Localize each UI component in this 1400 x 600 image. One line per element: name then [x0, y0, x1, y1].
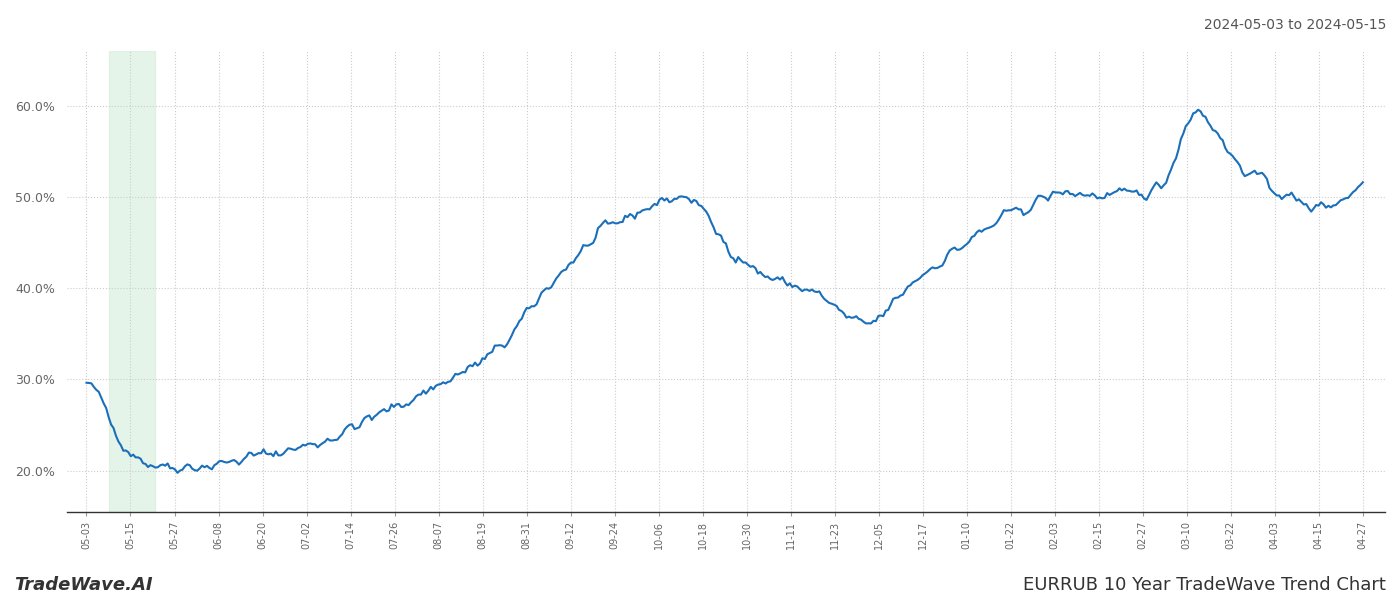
Text: 2024-05-03 to 2024-05-15: 2024-05-03 to 2024-05-15 — [1204, 18, 1386, 32]
Text: EURRUB 10 Year TradeWave Trend Chart: EURRUB 10 Year TradeWave Trend Chart — [1023, 576, 1386, 594]
Bar — [109, 51, 155, 512]
Text: TradeWave.AI: TradeWave.AI — [14, 576, 153, 594]
